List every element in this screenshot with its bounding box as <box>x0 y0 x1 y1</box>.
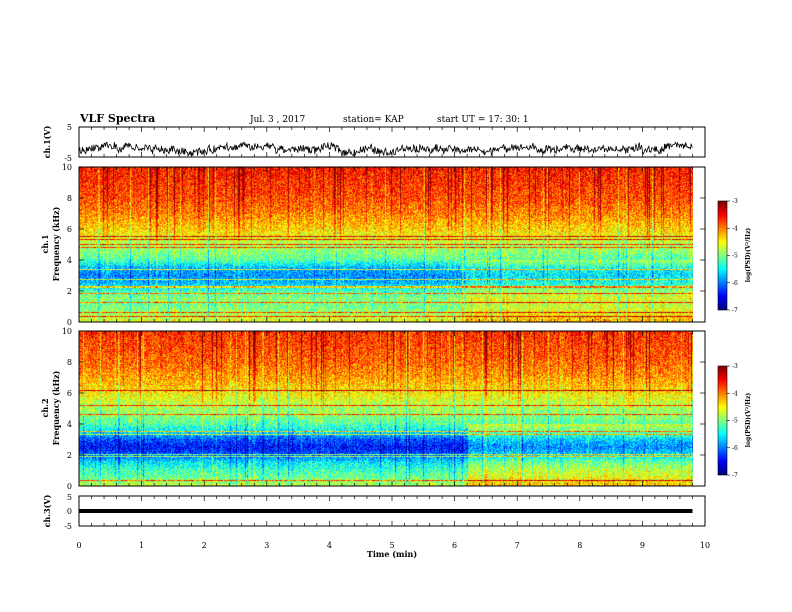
colorbar-tick-label: -4 <box>732 225 738 232</box>
start-time-label: start UT = 17: 30: 1 <box>437 115 529 125</box>
ch2-colorbar-label: log(PSD)(V²/Hz) <box>745 393 752 448</box>
colorbar-tick-label: -3 <box>732 363 738 370</box>
x-tick-label: 6 <box>452 541 457 550</box>
time-axis-ticklabels: 0 1 2 3 4 5 6 7 8 9 10 <box>76 541 710 550</box>
station-label: station= KAP <box>343 115 404 125</box>
y-tick-label: 0 <box>67 482 72 491</box>
colorbar-tick-label: -5 <box>732 253 738 260</box>
ch3-ytick-bottom: -5 <box>64 522 72 531</box>
ch1-frequency-label: Frequency (kHz) <box>51 206 61 281</box>
date-label: Jul. 3 , 2017 <box>249 115 305 125</box>
ch1-colorbar-label: log(PSD)(V²/Hz) <box>745 228 752 283</box>
y-tick-label: 10 <box>62 327 72 336</box>
ch1-spectrogram-frame <box>78 166 706 323</box>
x-tick-label: 0 <box>76 541 81 550</box>
ch2-spectrogram-panel: 0 2 4 6 8 10 ch.2 Frequency (kHz) <box>40 327 706 491</box>
x-tick-label: 1 <box>139 541 144 550</box>
figure-header: VLF Spectra Jul. 3 , 2017 station= KAP s… <box>79 112 529 125</box>
ch2-spectrogram-yticklabels: 0 2 4 6 8 10 <box>62 327 705 491</box>
x-tick-label: 7 <box>515 541 520 550</box>
ch2-spectrogram-image <box>79 331 693 486</box>
ch2-colorbar: -3 -4 -5 -6 -7 log(PSD)(V²/Hz) <box>717 363 752 479</box>
ch1-waveform-panel: 5 -5 ch.1(V) <box>42 123 706 163</box>
ch1-colorbar: -3 -4 -5 -6 -7 log(PSD)(V²/Hz) <box>717 198 752 314</box>
ch1-colorbar-ticks: -3 -4 -5 -6 -7 <box>727 198 738 314</box>
ch2-colorbar-ticks: -3 -4 -5 -6 -7 <box>727 363 738 479</box>
colorbar-tick-label: -3 <box>732 198 738 205</box>
ch3-ytick-top: 5 <box>67 493 72 502</box>
ch3-waveform-frame <box>78 495 706 527</box>
y-tick-label: 2 <box>67 451 72 460</box>
ch2-spectrogram-frame <box>78 330 706 487</box>
ch1-waveform-trace <box>78 141 693 157</box>
y-tick-label: 8 <box>67 194 72 203</box>
figure-title: VLF Spectra <box>79 112 155 125</box>
x-tick-label: 3 <box>264 541 269 550</box>
ch2-frequency-label: Frequency (kHz) <box>51 370 61 445</box>
y-tick-label: 0 <box>67 318 72 327</box>
x-tick-label: 2 <box>202 541 207 550</box>
colorbar-tick-label: -7 <box>732 307 738 314</box>
ch1-channel-label: ch.1 <box>40 234 50 253</box>
ch1-colorbar-gradient <box>718 201 727 310</box>
ch1-spectrogram-image <box>79 167 693 322</box>
time-axis-label: Time (min) <box>367 549 417 559</box>
y-tick-label: 6 <box>67 389 72 398</box>
colorbar-tick-label: -6 <box>732 445 738 452</box>
ch2-channel-label: ch.2 <box>40 398 50 417</box>
y-tick-label: 6 <box>67 225 72 234</box>
colorbar-tick-label: -4 <box>732 390 738 397</box>
ch3-waveform-trace <box>79 509 693 513</box>
x-tick-label: 8 <box>577 541 582 550</box>
x-tick-label: 10 <box>700 541 710 550</box>
x-tick-label: 5 <box>389 541 394 550</box>
x-tick-label: 9 <box>640 541 645 550</box>
ch2-colorbar-gradient <box>718 366 727 475</box>
ch3-ytick-mid: 0 <box>67 507 72 516</box>
y-tick-label: 10 <box>62 163 72 172</box>
ch3-waveform-panel: 5 0 -5 ch.3(V) <box>42 493 706 531</box>
ch1-spectrogram-yticklabels: 0 2 4 6 8 10 <box>62 163 705 327</box>
colorbar-tick-label: -6 <box>732 280 738 287</box>
ch1-spectrogram-panel: 0 2 4 6 8 10 ch.1 Frequency (kHz) <box>40 163 706 327</box>
ch1-waveform-ylabel: ch.1(V) <box>42 125 52 158</box>
y-tick-label: 8 <box>67 358 72 367</box>
colorbar-tick-label: -5 <box>732 418 738 425</box>
ch3-waveform-ylabel: ch.3(V) <box>42 494 52 527</box>
y-tick-label: 2 <box>67 287 72 296</box>
y-tick-label: 4 <box>67 256 72 265</box>
ch1-waveform-frame <box>78 126 706 158</box>
x-tick-label: 4 <box>327 541 332 550</box>
ch1-ytick-bottom: -5 <box>64 154 72 163</box>
colorbar-tick-label: -7 <box>732 472 738 479</box>
y-tick-label: 4 <box>67 420 72 429</box>
ch1-ytick-top: 5 <box>67 123 72 132</box>
